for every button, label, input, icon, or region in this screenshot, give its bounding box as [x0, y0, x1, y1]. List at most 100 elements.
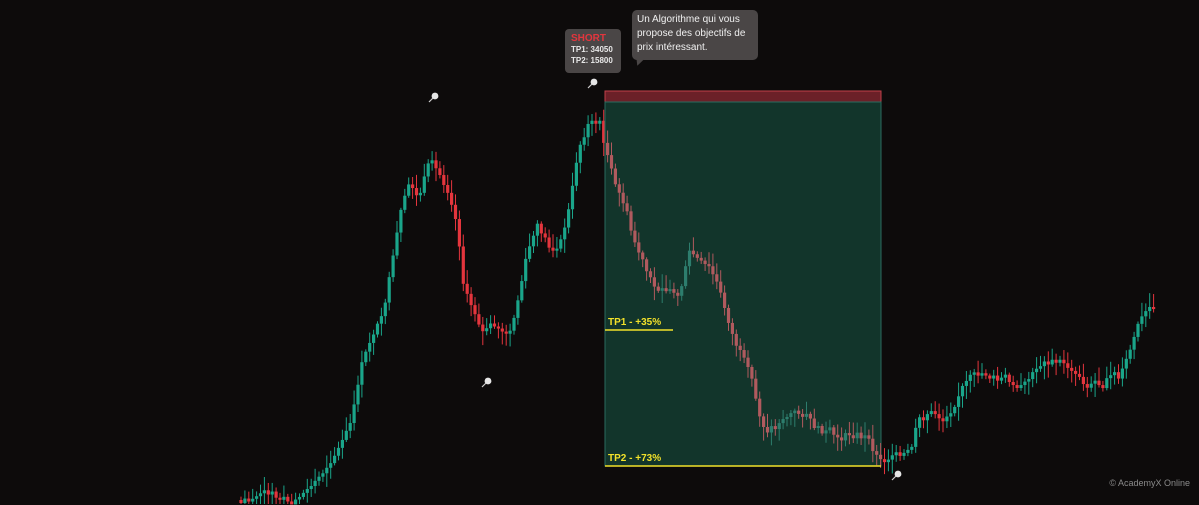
- candle: [590, 114, 594, 136]
- candle-body: [933, 411, 937, 415]
- candle-body: [843, 433, 848, 441]
- candle: [294, 492, 298, 505]
- candle: [492, 315, 497, 329]
- candle-body: [1070, 367, 1074, 371]
- candle-body: [898, 452, 902, 456]
- candle: [543, 227, 547, 243]
- candle: [801, 409, 805, 428]
- candle: [1011, 375, 1015, 392]
- candle-body: [247, 498, 251, 502]
- candle-body: [329, 463, 333, 468]
- candle-body: [765, 426, 770, 433]
- candle: [758, 391, 762, 427]
- candle-body: [290, 501, 294, 505]
- candle: [867, 429, 871, 445]
- candle: [528, 233, 532, 263]
- candle: [1015, 380, 1019, 392]
- candle-body: [309, 486, 313, 490]
- candle-body: [379, 316, 383, 324]
- candle-body: [738, 345, 742, 351]
- candle-body: [801, 413, 805, 417]
- candle-body: [434, 160, 438, 169]
- candle-body: [251, 498, 255, 502]
- candle: [582, 127, 586, 151]
- candle-body: [1140, 316, 1144, 324]
- candle-body: [914, 427, 918, 447]
- candle: [430, 151, 434, 171]
- candle-body: [535, 223, 539, 236]
- candle-body: [1124, 358, 1128, 369]
- candle-body: [274, 491, 278, 498]
- candle-body: [648, 271, 653, 278]
- signal-tp1: TP1: 34050: [571, 45, 613, 54]
- candle-body: [840, 437, 844, 441]
- candle: [266, 482, 270, 504]
- candle: [446, 174, 450, 201]
- pin-stem: [587, 83, 593, 89]
- candle-body: [255, 496, 259, 499]
- candle-body: [360, 362, 364, 385]
- candle-body: [1027, 379, 1031, 382]
- candle-body: [1081, 376, 1085, 385]
- candle: [305, 478, 309, 503]
- candle-body: [703, 260, 707, 265]
- candle: [290, 493, 294, 505]
- candle: [781, 409, 785, 430]
- candle: [489, 315, 493, 334]
- candle: [586, 115, 590, 147]
- candle: [828, 419, 832, 434]
- candle: [282, 485, 286, 504]
- candle-body: [294, 499, 298, 505]
- candle: [1007, 372, 1011, 387]
- candle: [734, 329, 738, 357]
- candle-body: [957, 396, 961, 407]
- candle-body: [1144, 311, 1148, 317]
- candle: [988, 373, 992, 384]
- candle: [372, 329, 376, 355]
- candle-body: [684, 266, 688, 287]
- take-profit-lines: TP1 - +35% TP2 - +73%: [605, 317, 881, 467]
- candle-body: [450, 192, 454, 205]
- candle: [520, 275, 524, 303]
- candle-body: [598, 120, 602, 124]
- pin-icon: [481, 377, 492, 388]
- candle: [1097, 367, 1101, 388]
- candle-body: [1152, 307, 1156, 310]
- candle: [477, 303, 481, 328]
- candle: [793, 408, 797, 427]
- candle: [695, 251, 699, 262]
- candle: [375, 321, 380, 338]
- candle: [551, 234, 555, 258]
- candle: [754, 370, 758, 401]
- candle-body: [832, 427, 836, 435]
- candle-body: [804, 413, 809, 417]
- candle: [414, 174, 419, 206]
- candle-body: [465, 283, 469, 294]
- candle: [980, 363, 984, 379]
- candle: [957, 382, 961, 421]
- candle-body: [769, 426, 773, 433]
- candle: [247, 491, 251, 504]
- candle: [711, 253, 715, 285]
- candle: [633, 221, 637, 247]
- candle: [613, 163, 617, 187]
- callout-line-2: propose des objectifs de: [637, 28, 746, 39]
- candle: [812, 408, 816, 431]
- candle: [531, 231, 536, 254]
- candle-body: [1074, 370, 1078, 374]
- candle-body: [746, 357, 750, 368]
- candle: [1101, 380, 1105, 392]
- candle-body: [520, 281, 524, 301]
- candle-body: [617, 184, 621, 193]
- candle-body: [785, 416, 789, 420]
- candle-body: [808, 413, 812, 419]
- candle-body: [282, 496, 286, 500]
- candle: [738, 338, 742, 362]
- candle-body: [1011, 382, 1015, 386]
- candle: [344, 417, 348, 443]
- candle-body: [715, 274, 719, 282]
- candle-body: [875, 451, 879, 455]
- candle: [1066, 352, 1070, 379]
- candle: [333, 447, 337, 466]
- candle: [524, 247, 528, 289]
